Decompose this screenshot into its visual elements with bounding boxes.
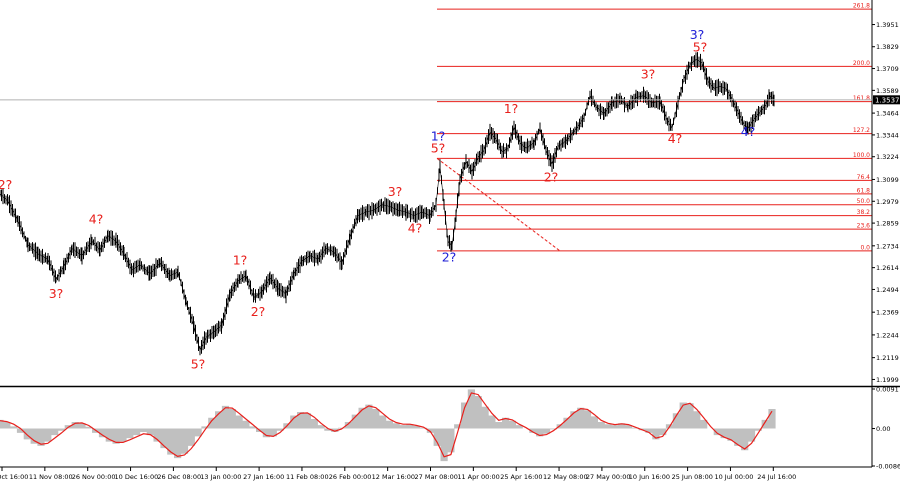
wave-label: 3? (49, 286, 64, 301)
wave-label: 5? (191, 356, 206, 371)
wave-label: 1? (431, 129, 446, 144)
macd-tick-label: 0.0091 (876, 386, 899, 394)
wave-label: 5? (431, 141, 446, 156)
time-tick-label: 10 Jul 00:00 (714, 473, 753, 481)
wave-label: 4? (408, 220, 423, 235)
price-tick-label: 1.2119 (876, 354, 899, 362)
price-tick-label: 1.2859 (876, 220, 899, 228)
time-tick-label: 28 Oct 16:00 (0, 473, 28, 481)
fib-level-label: 0.0 (860, 244, 870, 251)
wave-label: 3? (641, 67, 656, 82)
price-tick-label: 1.2494 (876, 286, 899, 294)
time-tick-label: 10 Dec 16:00 (115, 473, 159, 481)
macd-histogram (0, 389, 776, 462)
current-price-box (873, 95, 900, 105)
macd-tick-label: -0.00862 (876, 463, 900, 471)
price-tick-label: 1.3709 (876, 65, 899, 73)
fibonacci-retracement[interactable]: 261.8 200.0 161.8 127.2 100.0 76.4 61.8 50.0 38.… (436, 3, 872, 252)
time-tick-label: 10 Jun 16:00 (629, 473, 670, 481)
wave-label: 1? (233, 252, 248, 267)
wave-label: 4? (741, 124, 756, 139)
macd-tick-label: 0.00 (876, 425, 890, 433)
price-axis: 1.3951 1.3829 1.3709 1.3589 1.3464 1.3344 1.32… (0, 0, 900, 468)
price-tick-label: 1.3224 (876, 153, 899, 161)
time-tick-label: 13 Jan 00:00 (200, 473, 241, 481)
time-tick-label: 25 Apr 16:00 (500, 473, 542, 481)
fib-level-label: 161.8 (853, 95, 870, 102)
price-tick-label: 1.3344 (876, 131, 899, 139)
price-candles (0, 52, 775, 356)
time-tick-label: 11 Nov 08:00 (29, 473, 73, 481)
price-tick-label: 1.2979 (876, 198, 899, 206)
fib-trend-line (436, 157, 561, 252)
wave-label: 2? (251, 304, 266, 319)
time-tick-label: 25 Jun 08:00 (672, 473, 713, 481)
price-tick-label: 1.3951 (876, 21, 899, 29)
fib-level-label: 127.2 (853, 127, 870, 134)
fib-level-label: 76.4 (857, 174, 871, 181)
fib-level-label: 50.0 (857, 198, 871, 205)
time-tick-label: 26 Feb 00:00 (329, 473, 372, 481)
price-close-line (0, 58, 775, 352)
fib-level-label: 61.8 (857, 187, 871, 194)
fib-level-label: 261.8 (853, 3, 870, 10)
price-series (0, 52, 775, 356)
wave-labels: 2?3?4?5?1?2?3?4?1?5?2?1?2?3?4?3?5?4? (0, 27, 755, 371)
wave-label: 2? (544, 169, 559, 184)
macd-panel: 0.0091 0.00 -0.00862 (0, 386, 900, 471)
price-tick-label: 1.3464 (876, 110, 899, 118)
wave-label: 2? (442, 249, 457, 264)
price-tick-label: 1.2244 (876, 331, 899, 339)
fib-level-label: 23.6 (857, 223, 871, 230)
time-tick-label: 27 Mar 08:00 (415, 473, 458, 481)
time-tick-label: 27 May 00:00 (586, 473, 631, 481)
wave-label: 3? (690, 27, 705, 42)
price-tick-label: 1.2734 (876, 242, 899, 250)
price-tick-label: 1.2369 (876, 309, 899, 317)
wave-label: 4? (89, 212, 104, 227)
price-tick-label: 1.1999 (876, 376, 899, 384)
time-tick-label: 11 Apr 00:00 (457, 473, 499, 481)
time-tick-label: 27 Jan 16:00 (243, 473, 284, 481)
time-tick-label: 12 May 08:00 (543, 473, 588, 481)
time-tick-label: 26 Dec 08:00 (157, 473, 201, 481)
time-tick-label: 12 Mar 16:00 (372, 473, 415, 481)
fib-level-label: 38.2 (857, 209, 871, 216)
price-tick-label: 1.3099 (876, 176, 899, 184)
wave-label: 2? (0, 177, 12, 192)
price-tick-label: 1.3589 (876, 87, 899, 95)
time-tick-label: 24 Jul 16:00 (757, 473, 796, 481)
time-tick-label: 11 Feb 08:00 (286, 473, 329, 481)
price-tick-label: 1.2614 (876, 264, 899, 272)
wave-label: 1? (504, 101, 519, 116)
wave-label: 3? (388, 184, 403, 199)
current-price-label: 1.3537 (875, 96, 900, 104)
fib-level-label: 100.0 (853, 152, 870, 159)
current-price-marker: 1.3537 (0, 95, 900, 105)
macd-signal-line (0, 392, 773, 458)
fib-level-label: 200.0 (853, 60, 870, 67)
wave-label: 4? (668, 131, 683, 146)
wave-label: 5? (693, 40, 708, 55)
price-tick-label: 1.3829 (876, 43, 899, 51)
time-tick-label: 26 Nov 00:00 (72, 473, 116, 481)
